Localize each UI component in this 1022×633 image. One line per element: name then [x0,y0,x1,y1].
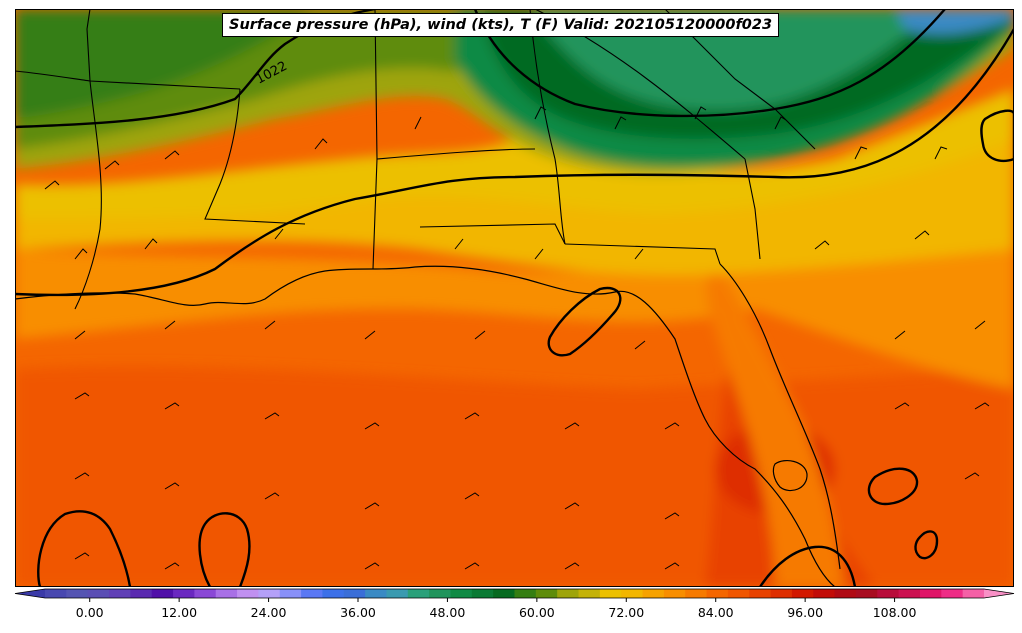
colorbar-bin [706,589,729,598]
colorbar-bin [45,589,67,598]
temperature-field [15,9,1014,587]
colorbar-bin [941,589,964,598]
colorbar-tick-label: 108.00 [873,605,917,620]
colorbar-bin [578,589,601,598]
colorbar-bin [237,589,260,598]
colorbar-bin [962,589,985,598]
colorbar-bin [173,589,195,598]
colorbar-tick-label: 48.00 [430,605,466,620]
colorbar-tick-label: 84.00 [698,605,734,620]
colorbar-bin [493,589,516,598]
colorbar-bin [407,589,430,598]
colorbar-bin [215,589,238,598]
colorbar-bin [279,589,302,598]
colorbar-outline [14,588,1015,599]
colorbar-bin [898,589,921,598]
colorbar-bin [855,589,878,598]
colorbar-bin [386,589,409,598]
colorbar-bin [343,589,366,598]
colorbar-bin [749,589,772,598]
colorbar-bin [834,589,857,598]
colorbar-tick-label: 72.00 [608,605,644,620]
colorbar-bin [535,589,558,598]
colorbar-tick-label: 0.00 [76,605,104,620]
colorbar-extend-low [15,589,45,598]
colorbar-bin [877,589,900,598]
colorbar-bin [727,589,750,598]
colorbar-bin [663,589,686,598]
colorbar-tick-label: 24.00 [251,605,287,620]
colorbar-bin [514,589,537,598]
colorbar-bin [365,589,388,598]
colorbar-bin [599,589,622,598]
colorbar-tick-label: 96.00 [787,605,823,620]
colorbar-bin [557,589,580,598]
colorbar-bin [258,589,281,598]
colorbar-tick-label: 36.00 [340,605,376,620]
colorbar-bin [791,589,814,598]
colorbar-bin [194,589,217,598]
colorbar-bin [685,589,708,598]
colorbar-bin [322,589,345,598]
colorbar-bin [813,589,836,598]
colorbar-bin [919,589,942,598]
colorbar-bin [66,589,89,598]
coastline [15,263,841,587]
colorbar-tick-label: 60.00 [519,605,555,620]
colorbar-bin [471,589,494,598]
colorbar-bin [770,589,793,598]
colorbar-extend-high [984,589,1014,598]
wind-barbs [44,106,990,570]
map-title: Surface pressure (hPa), wind (kts), T (F… [222,13,780,37]
colorbar-bin [429,589,452,598]
colorbar-bin [87,589,110,598]
colorbar-bin [450,589,473,598]
colorbar-bin [621,589,644,598]
colorbar-bin [151,589,174,598]
temperature-colorbar: 0.00 12.00 24.00 36.00 48.00 60.00 72.00 84.00 9… [14,588,1015,620]
colorbar-bin [301,589,324,598]
colorbar-bin [109,589,131,598]
colorbar-bin [642,589,665,598]
isobars [15,9,1014,587]
weather-map: 1022 [15,9,1014,587]
colorbar-tick-label: 12.00 [161,605,197,620]
colorbar-bin [130,589,153,598]
